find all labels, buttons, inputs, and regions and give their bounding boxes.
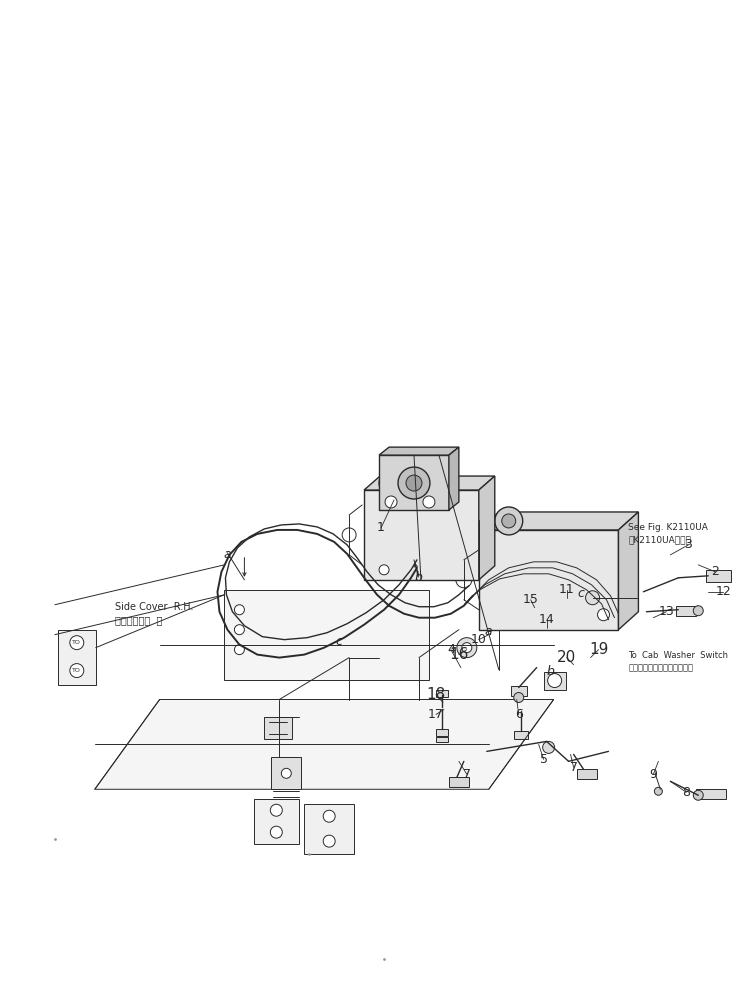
- Circle shape: [386, 477, 398, 489]
- Polygon shape: [364, 476, 495, 490]
- Circle shape: [423, 496, 435, 508]
- Text: 13: 13: [658, 605, 674, 618]
- Text: See Fig. K2110UA: See Fig. K2110UA: [628, 523, 708, 532]
- Circle shape: [547, 674, 562, 688]
- Circle shape: [597, 609, 609, 621]
- Polygon shape: [304, 805, 354, 854]
- Text: 10: 10: [471, 633, 487, 646]
- Text: 4: 4: [447, 643, 455, 656]
- Circle shape: [342, 528, 356, 542]
- Text: 5: 5: [540, 753, 547, 766]
- Circle shape: [398, 467, 430, 499]
- Text: TO: TO: [72, 668, 82, 673]
- Text: 第K2110UA図参照: 第K2110UA図参照: [628, 535, 692, 544]
- Text: To  Cab  Washer  Switch: To Cab Washer Switch: [628, 651, 729, 660]
- Text: 3: 3: [684, 538, 692, 551]
- Circle shape: [270, 827, 282, 838]
- Text: 12: 12: [715, 585, 731, 598]
- Circle shape: [406, 475, 422, 491]
- Text: 11: 11: [559, 583, 575, 596]
- Bar: [271, 758, 301, 790]
- Text: TO: TO: [72, 640, 82, 645]
- Circle shape: [323, 811, 335, 823]
- Circle shape: [385, 496, 397, 508]
- Text: b: b: [547, 665, 555, 678]
- Polygon shape: [479, 512, 639, 530]
- Circle shape: [270, 805, 282, 817]
- Bar: [449, 778, 469, 788]
- Polygon shape: [224, 590, 429, 680]
- Text: c: c: [336, 635, 343, 648]
- Text: 6: 6: [515, 708, 522, 721]
- Polygon shape: [618, 512, 639, 630]
- Circle shape: [502, 514, 516, 528]
- Text: a: a: [223, 548, 231, 561]
- Text: 1: 1: [377, 521, 385, 534]
- Polygon shape: [479, 476, 495, 580]
- Circle shape: [234, 625, 245, 635]
- Polygon shape: [449, 447, 459, 510]
- Text: キャブウォッシャスイッチへ: キャブウォッシャスイッチへ: [628, 663, 693, 672]
- Bar: [58, 630, 96, 685]
- Circle shape: [323, 835, 335, 847]
- Bar: [676, 606, 696, 616]
- Text: サイドカバー  右: サイドカバー 右: [115, 615, 162, 625]
- Bar: [364, 490, 479, 580]
- Bar: [436, 738, 448, 743]
- Text: 14: 14: [539, 613, 554, 626]
- Bar: [513, 732, 528, 740]
- Circle shape: [543, 742, 555, 754]
- Text: 20: 20: [557, 650, 576, 665]
- Bar: [436, 690, 448, 697]
- Bar: [264, 718, 292, 740]
- Polygon shape: [254, 800, 299, 844]
- Circle shape: [456, 572, 472, 588]
- Bar: [696, 790, 726, 800]
- Bar: [577, 770, 596, 780]
- Circle shape: [234, 605, 245, 615]
- Bar: [436, 730, 448, 737]
- Circle shape: [379, 565, 389, 575]
- Circle shape: [457, 638, 477, 658]
- Text: Side Cover  R.H.: Side Cover R.H.: [115, 602, 193, 612]
- Polygon shape: [95, 700, 553, 790]
- Polygon shape: [379, 447, 459, 455]
- Circle shape: [282, 769, 291, 779]
- Bar: [479, 530, 618, 630]
- Circle shape: [69, 636, 84, 650]
- Circle shape: [655, 788, 662, 796]
- Circle shape: [513, 693, 524, 703]
- Text: 16: 16: [449, 647, 469, 662]
- Text: 17: 17: [428, 708, 444, 721]
- Text: a: a: [485, 625, 492, 638]
- Text: 15: 15: [522, 593, 538, 606]
- Circle shape: [693, 791, 703, 801]
- Bar: [510, 686, 527, 696]
- Text: b: b: [415, 571, 423, 584]
- Text: 19: 19: [589, 642, 609, 657]
- Bar: [544, 672, 565, 690]
- Circle shape: [693, 606, 703, 616]
- Bar: [706, 570, 731, 582]
- Circle shape: [495, 507, 522, 535]
- Bar: [379, 455, 449, 510]
- Text: 7: 7: [569, 761, 578, 774]
- Circle shape: [586, 591, 599, 605]
- Circle shape: [69, 664, 84, 678]
- Text: 8: 8: [683, 786, 690, 799]
- Text: 2: 2: [711, 565, 720, 578]
- Circle shape: [462, 643, 472, 653]
- Circle shape: [379, 470, 405, 496]
- Text: 7: 7: [463, 768, 471, 781]
- Circle shape: [234, 645, 245, 655]
- Text: 9: 9: [649, 768, 658, 781]
- Text: 18: 18: [427, 687, 445, 702]
- Text: c: c: [577, 587, 584, 600]
